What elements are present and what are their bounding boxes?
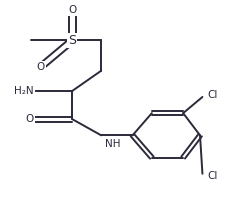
Text: Cl: Cl [207, 90, 218, 100]
Text: O: O [26, 114, 34, 124]
Text: O: O [68, 5, 76, 15]
Text: S: S [68, 34, 76, 47]
Text: NH: NH [105, 139, 120, 149]
Text: O: O [37, 62, 45, 72]
Text: Cl: Cl [207, 171, 218, 181]
Text: H₂N: H₂N [14, 86, 34, 96]
